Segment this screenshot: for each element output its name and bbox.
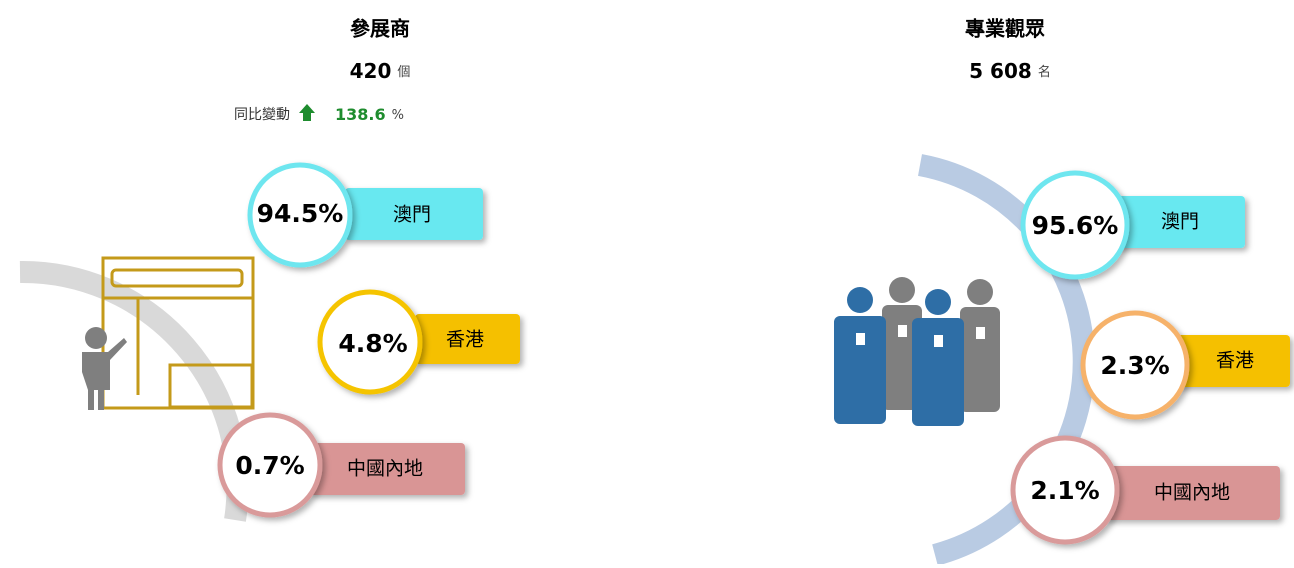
label-box xyxy=(345,188,483,240)
circle xyxy=(317,289,423,395)
up-arrow xyxy=(299,104,315,121)
total: 420 個 xyxy=(350,59,411,83)
label-box xyxy=(1175,335,1290,387)
change: 138.6% xyxy=(335,105,404,124)
change-unit: % xyxy=(392,108,404,123)
percent: 0.7% xyxy=(235,451,304,480)
circle xyxy=(1010,435,1120,545)
label: 中國內地 xyxy=(1154,482,1230,504)
label-box xyxy=(1105,466,1280,520)
percent: 2.3% xyxy=(1100,351,1169,380)
label: 香港 xyxy=(446,329,484,351)
people-icon xyxy=(834,277,1000,426)
percent: 94.5% xyxy=(257,199,344,228)
label-box xyxy=(415,314,520,364)
circle xyxy=(217,412,323,518)
person-icon xyxy=(82,327,127,410)
total-unit: 名 xyxy=(1038,64,1051,80)
label-box xyxy=(310,443,465,495)
total-unit: 個 xyxy=(397,65,410,80)
arc xyxy=(19,260,249,522)
booth-icon xyxy=(101,256,255,410)
panel-title: 專業觀眾 xyxy=(965,17,1045,41)
total-value: 5 608 xyxy=(969,59,1032,83)
label-box xyxy=(1115,196,1245,248)
change-label: 同比變動 xyxy=(234,107,290,123)
label: 中國內地 xyxy=(347,458,423,480)
label: 澳門 xyxy=(393,204,431,226)
percent: 2.1% xyxy=(1030,476,1099,505)
circle xyxy=(1080,310,1190,420)
panel-title: 參展商 xyxy=(350,17,410,41)
label: 澳門 xyxy=(1161,211,1199,233)
percent: 95.6% xyxy=(1032,211,1119,240)
percent: 4.8% xyxy=(338,329,407,358)
total-value: 420 xyxy=(350,59,392,83)
circle xyxy=(247,162,353,268)
label: 香港 xyxy=(1216,350,1254,372)
circle xyxy=(1020,170,1130,280)
total: 5 608 名 xyxy=(969,59,1051,83)
change-value: 138.6 xyxy=(335,105,386,124)
